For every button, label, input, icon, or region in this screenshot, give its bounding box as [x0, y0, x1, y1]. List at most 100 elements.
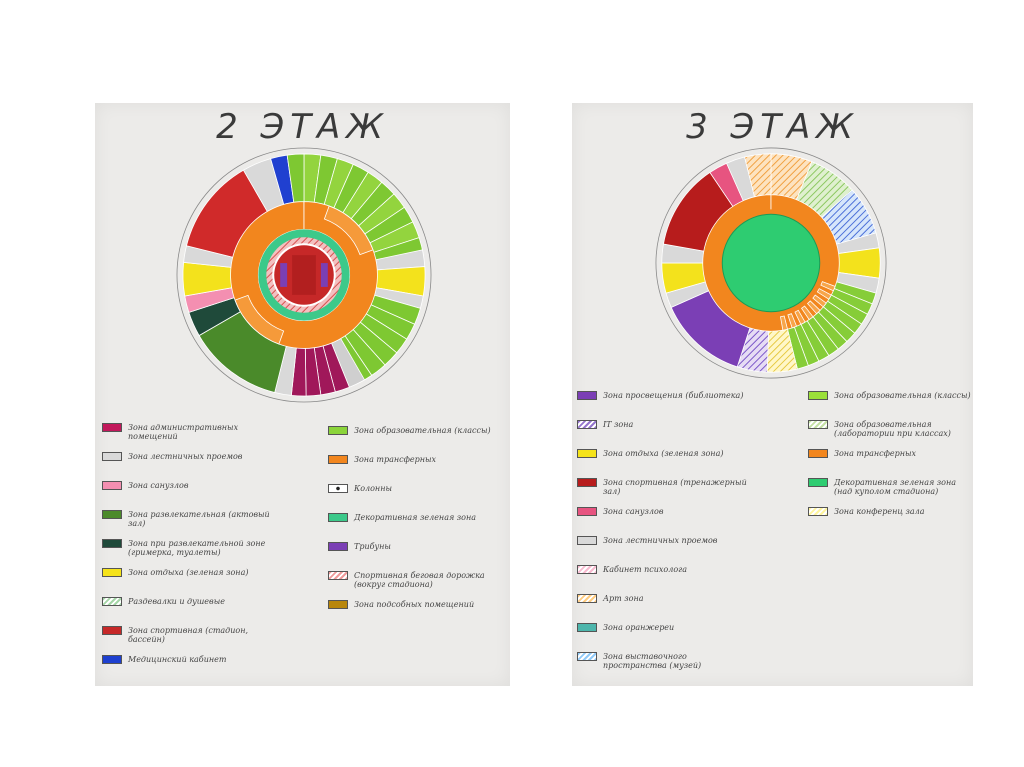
legend-label: Зона отдыха (зеленая зона): [128, 568, 249, 577]
legend-swatch: [328, 542, 348, 551]
legend-item: Зона лестничных проемов: [577, 536, 717, 545]
legend-item: Кабинет психолога: [577, 565, 687, 574]
legend-item: Колонны: [328, 484, 392, 493]
legend-label: Зона при развлекательной зоне (гримерка,…: [128, 539, 266, 557]
tribune: [320, 263, 328, 287]
legend-item: Трибуны: [328, 542, 391, 551]
transfer-zone: [323, 205, 374, 256]
legend-label: Зона подсобных помещений: [354, 600, 475, 609]
legend-swatch: [102, 481, 122, 490]
legend-item: Зона спортивная (стадион, бассейн): [102, 626, 278, 644]
legend-label: Колонны: [354, 484, 392, 493]
legend-swatch: [577, 652, 597, 661]
legend-item: Зона конференц зала: [808, 507, 925, 516]
transfer-zone: [794, 309, 806, 325]
stadium-field: [292, 255, 316, 295]
legend-label: Зона образовательная (классы): [354, 426, 491, 435]
transfer-zone: [816, 288, 832, 300]
legend-swatch: [328, 571, 348, 580]
legend-label: Зона отдыха (зеленая зона): [603, 449, 724, 458]
legend-label: IT зона: [603, 420, 634, 429]
floor-3-legend: Зона просвещения (библиотека) IT зона Зона…: [572, 103, 973, 686]
legend-item: Зона при развлекательной зоне (гримерка,…: [102, 539, 278, 557]
legend-swatch: [577, 478, 597, 487]
legend-label: Зона развлекательная (актовый зал): [128, 510, 270, 528]
legend-item: Зона санузлов: [577, 507, 663, 516]
legend-swatch: [577, 507, 597, 516]
legend-item: Арт зона: [577, 594, 644, 603]
legend-swatch: [577, 449, 597, 458]
legend-swatch: [102, 568, 122, 577]
legend-item: Зона трансферных: [328, 455, 436, 464]
legend-label: Зона образовательная (лаборатории при кл…: [834, 420, 951, 438]
legend-label: Зона выставочного пространства (музей): [603, 652, 702, 670]
legend-item: Зона просвещения (библиотека): [577, 391, 743, 400]
legend-label: Спортивная беговая дорожка (вокруг стади…: [354, 571, 485, 589]
legend-item: Зона спортивная (тренажерный зал): [577, 478, 753, 496]
transfer-zone: [812, 294, 827, 308]
legend-swatch: [577, 623, 597, 632]
legend-label: Зона лестничных проемов: [603, 536, 718, 545]
legend-swatch: [102, 452, 122, 461]
legend-swatch: [808, 507, 828, 516]
legend-item: Зона оранжереи: [577, 623, 674, 632]
floor-2-plan: [176, 147, 432, 403]
transfer-zone: [800, 305, 814, 321]
legend-item: Декоративная зеленая зона (над куполом с…: [808, 478, 973, 496]
legend-label: Зона образовательная (классы): [834, 391, 971, 400]
legend-item: Спортивная беговая дорожка (вокруг стади…: [328, 571, 504, 589]
legend-item: IT зона: [577, 420, 633, 429]
legend-swatch: [808, 449, 828, 458]
legend-label: Зона спортивная (тренажерный зал): [603, 478, 747, 496]
legend-label: Зона просвещения (библиотека): [603, 391, 744, 400]
legend-item: Раздевалки и душевые: [102, 597, 225, 606]
outer-ring: [661, 153, 881, 373]
legend-swatch: [328, 484, 348, 493]
floor-3-title: 3 ЭТАЖ: [686, 107, 859, 147]
legend-label: Зона трансферных: [354, 455, 437, 464]
transfer-zone: [806, 300, 821, 315]
inner-ring: [702, 194, 840, 332]
transfer-zone: [780, 315, 788, 331]
legend-item: Зона отдыха (зеленая зона): [577, 449, 723, 458]
tribune: [280, 263, 288, 287]
legend-item: Зона лестничных проемов: [102, 452, 242, 461]
legend-label: Зона лестничных проемов: [128, 452, 243, 461]
floor-3-plan: [655, 147, 887, 379]
plan-outline: [655, 147, 887, 379]
legend-swatch: [808, 391, 828, 400]
legend-swatch: [808, 478, 828, 487]
legend-label: Зона санузлов: [128, 481, 189, 490]
transfer-zone: [820, 281, 836, 292]
transfer-zone: [787, 313, 798, 329]
legend-swatch: [328, 426, 348, 435]
legend-label: Зона конференц зала: [834, 507, 925, 516]
legend-item: Зона выставочного пространства (музей): [577, 652, 753, 670]
legend-swatch: [577, 536, 597, 545]
legend-item: Медицинский кабинет: [102, 655, 226, 664]
plan-outline: [176, 147, 432, 403]
legend-label: Зона спортивная (стадион, бассейн): [128, 626, 249, 644]
legend-item: Зона подсобных помещений: [328, 600, 474, 609]
floor-3-sheet: 3 ЭТАЖ Зона просвещения (библиотека) IT з…: [572, 103, 973, 686]
floor-2-sheet: 2 ЭТАЖ Зона административных помещений Зо…: [95, 103, 510, 686]
legend-item: Зона административных помещений: [102, 423, 278, 441]
legend-item: Зона образовательная (лаборатории при кл…: [808, 420, 973, 438]
legend-swatch: [102, 539, 122, 548]
legend-swatch: [577, 391, 597, 400]
legend-swatch: [328, 600, 348, 609]
legend-swatch: [102, 510, 122, 519]
legend-label: Зона трансферных: [834, 449, 917, 458]
legend-label: Медицинский кабинет: [128, 655, 227, 664]
legend-item: Зона трансферных: [808, 449, 916, 458]
floor-2-title: 2 ЭТАЖ: [216, 107, 389, 147]
legend-label: Зона санузлов: [603, 507, 664, 516]
decorative-green-zone: [721, 213, 821, 313]
legend-label: Декоративная зеленая зона: [354, 513, 477, 522]
legend-swatch: [577, 420, 597, 429]
legend-swatch: [102, 626, 122, 635]
legend-swatch: [328, 455, 348, 464]
legend-swatch: [328, 513, 348, 522]
legend-item: Зона санузлов: [102, 481, 188, 490]
inner-ring: [230, 201, 378, 349]
